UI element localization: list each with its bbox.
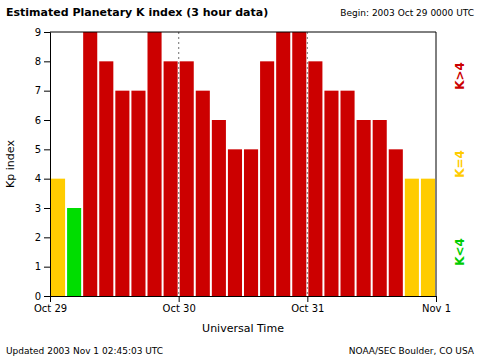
- plot-frame: [436, 32, 437, 296]
- y-tick-label: 1: [35, 261, 41, 272]
- y-tick: 8: [35, 56, 50, 67]
- subtitle: Begin: 2003 Oct 29 0000 UTC: [340, 8, 474, 18]
- x-tick: Oct 30: [163, 296, 196, 314]
- x-tick-mark: [179, 296, 180, 302]
- day-boundary: [178, 32, 179, 296]
- bar: [51, 179, 65, 296]
- y-tick: 0: [35, 291, 50, 302]
- bar: [244, 149, 258, 296]
- bar: [67, 208, 81, 296]
- y-tick-mark: [44, 208, 50, 209]
- bar: [260, 61, 274, 296]
- bar: [341, 91, 355, 296]
- annotation: Updated 2003 Nov 1 02:45:03 UTC: [6, 346, 163, 356]
- bar: [148, 32, 162, 296]
- bar: [276, 32, 290, 296]
- y-tick: 6: [35, 115, 50, 126]
- y-tick-mark: [44, 267, 50, 268]
- y-tick-label: 9: [35, 27, 41, 38]
- y-tick: 9: [35, 27, 50, 38]
- bar: [115, 91, 129, 296]
- color-key-label: K=4: [453, 150, 467, 178]
- bar: [212, 120, 226, 296]
- x-axis-title: Universal Time: [202, 322, 284, 335]
- title: Estimated Planetary K index (3 hour data…: [6, 6, 268, 19]
- bar: [357, 120, 371, 296]
- x-tick-label: Oct 31: [291, 303, 324, 314]
- x-tick-label: Oct 29: [34, 303, 67, 314]
- y-tick-mark: [44, 237, 50, 238]
- x-tick-mark: [307, 296, 308, 302]
- bar: [324, 91, 338, 296]
- bar: [180, 61, 194, 296]
- y-tick-mark: [44, 179, 50, 180]
- bar: [196, 91, 210, 296]
- bar: [421, 179, 435, 296]
- x-axis-line: [51, 297, 437, 303]
- y-axis-line: [44, 33, 51, 297]
- plot-frame: [50, 32, 436, 33]
- y-tick-label: 0: [35, 291, 41, 302]
- y-tick-mark: [44, 61, 50, 62]
- y-tick-mark: [44, 296, 50, 297]
- y-tick-mark: [44, 91, 50, 92]
- y-tick-label: 3: [35, 203, 41, 214]
- y-axis-title: Kp index: [4, 140, 17, 188]
- y-tick: 3: [35, 203, 50, 214]
- y-tick-label: 5: [35, 144, 41, 155]
- y-tick-label: 8: [35, 56, 41, 67]
- x-tick-label: Oct 30: [163, 303, 196, 314]
- y-tick: 5: [35, 144, 50, 155]
- y-tick-mark: [44, 32, 50, 33]
- x-tick: Nov 1: [422, 296, 451, 314]
- y-tick-mark: [44, 149, 50, 150]
- bar: [308, 61, 322, 296]
- annotation: NOAA/SEC Boulder, CO USA: [349, 346, 475, 356]
- y-tick: 7: [35, 85, 50, 96]
- color-key-label: K<4: [453, 238, 467, 266]
- chart: Oct 29 Oct 30 Oct 31 Nov 1 0 1 2 3 4 5 6 7 8 9 Estimat…: [0, 0, 480, 360]
- y-tick-label: 7: [35, 85, 41, 96]
- x-axis: Oct 29 Oct 30 Oct 31 Nov 1: [34, 296, 451, 314]
- bar: [373, 120, 387, 296]
- bar: [83, 32, 97, 296]
- x-tick-label: Nov 1: [422, 303, 451, 314]
- bar: [389, 149, 403, 296]
- y-axis: 0 1 2 3 4 5 6 7 8 9: [35, 27, 51, 302]
- y-tick-label: 4: [35, 173, 41, 184]
- y-tick: 4: [35, 173, 50, 184]
- x-tick-mark: [436, 296, 437, 302]
- bar: [99, 61, 113, 296]
- bar: [131, 91, 145, 296]
- x-tick: Oct 31: [291, 296, 324, 314]
- y-tick: 1: [35, 261, 50, 272]
- bar: [228, 149, 242, 296]
- y-tick: 2: [35, 232, 50, 243]
- day-boundary: [307, 32, 308, 296]
- y-tick-label: 6: [35, 115, 41, 126]
- bar: [405, 179, 419, 296]
- bar: [164, 61, 178, 296]
- plot-area: [51, 32, 435, 296]
- bar: [292, 32, 306, 296]
- y-tick-mark: [44, 120, 50, 121]
- color-key-label: K>4: [453, 62, 467, 90]
- y-tick-label: 2: [35, 232, 41, 243]
